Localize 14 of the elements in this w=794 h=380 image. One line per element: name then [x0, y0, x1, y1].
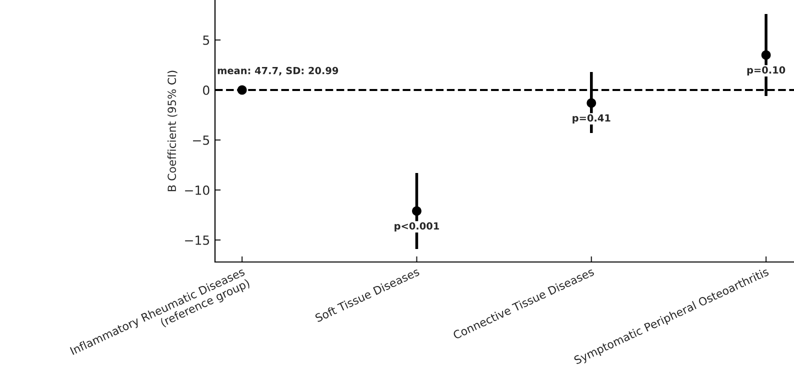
point [237, 85, 247, 95]
annotation: p=0.41 [572, 114, 610, 124]
point [586, 98, 596, 108]
annotation: p<0.001 [394, 222, 439, 232]
y-tick-label: 5 [203, 36, 210, 45]
y-axis-title: B Coefficient (95% CI) [167, 70, 178, 192]
y-tick-label: −10 [185, 185, 210, 195]
point [412, 206, 422, 216]
y-tick-label: −15 [185, 236, 210, 245]
y-tick-label: 0 [203, 85, 210, 95]
point [761, 50, 771, 60]
annotation: mean: 47.7, SD: 20.99 [218, 66, 338, 76]
y-tick-label: −5 [193, 136, 210, 145]
annotation: p=0.10 [747, 66, 786, 76]
